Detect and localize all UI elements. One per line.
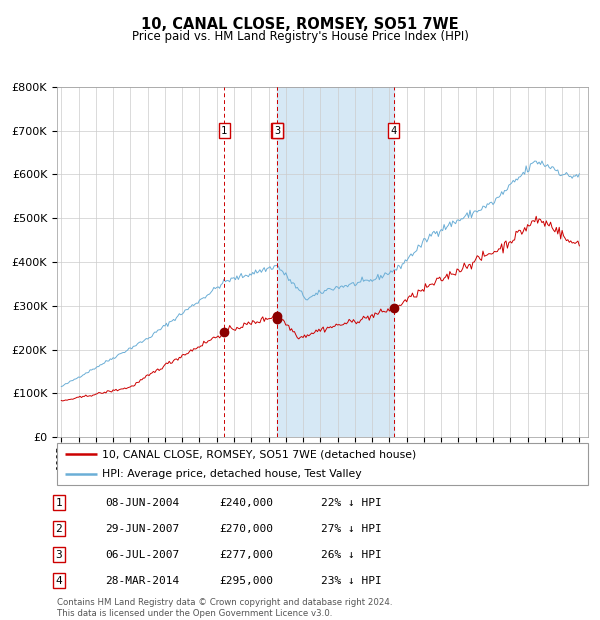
Text: 28-MAR-2014: 28-MAR-2014 bbox=[105, 576, 179, 586]
Text: 3: 3 bbox=[55, 550, 62, 560]
Text: 1: 1 bbox=[55, 498, 62, 508]
Text: HPI: Average price, detached house, Test Valley: HPI: Average price, detached house, Test… bbox=[102, 469, 362, 479]
Text: 26% ↓ HPI: 26% ↓ HPI bbox=[321, 550, 382, 560]
Bar bbox=[277, 87, 394, 437]
Text: 2: 2 bbox=[274, 126, 280, 136]
Text: 27% ↓ HPI: 27% ↓ HPI bbox=[321, 524, 382, 534]
Text: 4: 4 bbox=[55, 576, 62, 586]
Text: Price paid vs. HM Land Registry's House Price Index (HPI): Price paid vs. HM Land Registry's House … bbox=[131, 30, 469, 43]
Text: 1: 1 bbox=[221, 126, 227, 136]
Text: 23% ↓ HPI: 23% ↓ HPI bbox=[321, 576, 382, 586]
Text: 22% ↓ HPI: 22% ↓ HPI bbox=[321, 498, 382, 508]
Text: 3: 3 bbox=[274, 126, 280, 136]
Text: 29-JUN-2007: 29-JUN-2007 bbox=[105, 524, 179, 534]
Text: 10, CANAL CLOSE, ROMSEY, SO51 7WE (detached house): 10, CANAL CLOSE, ROMSEY, SO51 7WE (detac… bbox=[102, 449, 416, 459]
Text: £240,000: £240,000 bbox=[219, 498, 273, 508]
Text: £277,000: £277,000 bbox=[219, 550, 273, 560]
Text: 2: 2 bbox=[55, 524, 62, 534]
Text: 08-JUN-2004: 08-JUN-2004 bbox=[105, 498, 179, 508]
Text: 4: 4 bbox=[391, 126, 397, 136]
Text: £295,000: £295,000 bbox=[219, 576, 273, 586]
Text: 10, CANAL CLOSE, ROMSEY, SO51 7WE: 10, CANAL CLOSE, ROMSEY, SO51 7WE bbox=[141, 17, 459, 32]
Text: £270,000: £270,000 bbox=[219, 524, 273, 534]
Text: 06-JUL-2007: 06-JUL-2007 bbox=[105, 550, 179, 560]
Text: Contains HM Land Registry data © Crown copyright and database right 2024.
This d: Contains HM Land Registry data © Crown c… bbox=[57, 598, 392, 618]
